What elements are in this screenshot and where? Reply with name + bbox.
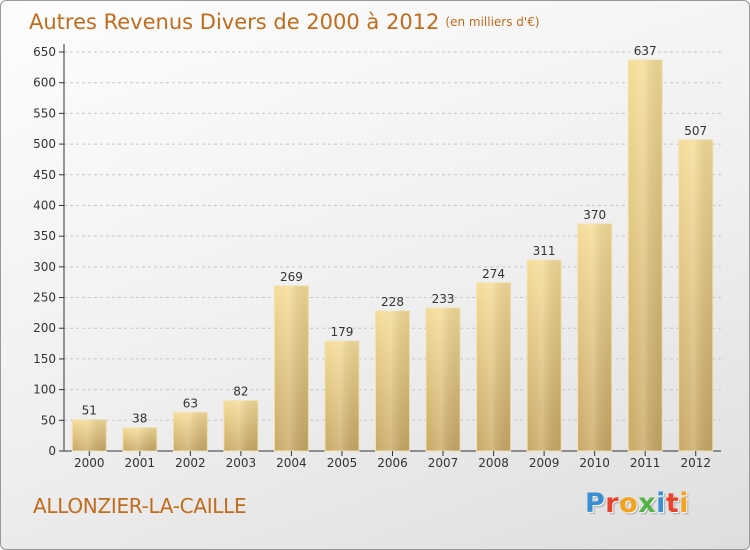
chart-title-unit: (en milliers d'€) bbox=[445, 15, 540, 29]
x-tick-label: 2004 bbox=[276, 456, 307, 470]
bars: 51 38 63 82 269 179 228 233 274 311 370 637 507 bbox=[71, 44, 714, 452]
x-tick-label: 2009 bbox=[529, 456, 560, 470]
brand-letter: r bbox=[605, 488, 620, 519]
y-tick-label: 600 bbox=[33, 76, 56, 90]
brand-letter: x bbox=[638, 488, 657, 519]
bar-value-label: 228 bbox=[381, 295, 404, 309]
bar-value-label: 370 bbox=[583, 208, 606, 222]
brand-letter: i bbox=[656, 488, 666, 519]
x-tick-label: 2008 bbox=[478, 456, 509, 470]
y-tick-label: 400 bbox=[33, 198, 56, 212]
x-tick-label: 2011 bbox=[630, 456, 661, 470]
x-tick-label: 2010 bbox=[579, 456, 610, 470]
y-tick-label: 250 bbox=[33, 291, 56, 305]
y-tick-label: 300 bbox=[33, 260, 56, 274]
bar-sheen bbox=[72, 419, 107, 451]
bar-sheen bbox=[375, 311, 410, 451]
bar-sheen bbox=[324, 341, 359, 451]
city-name: ALLONZIER-LA-CAILLE bbox=[33, 494, 247, 518]
bar-sheen bbox=[527, 260, 562, 451]
bar-value-label: 507 bbox=[684, 124, 707, 138]
x-tick-label: 2001 bbox=[125, 456, 156, 470]
bar-value-label: 269 bbox=[280, 270, 303, 284]
bar-value-label: 637 bbox=[634, 44, 657, 58]
bar-sheen bbox=[628, 59, 663, 451]
y-tick-label: 550 bbox=[33, 106, 56, 120]
x-tick-label: 2005 bbox=[327, 456, 358, 470]
y-tick-label: 50 bbox=[41, 413, 56, 427]
x-tick-label: 2012 bbox=[680, 456, 711, 470]
y-tick-label: 100 bbox=[33, 383, 56, 397]
y-tick-label: 500 bbox=[33, 137, 56, 151]
x-tick-label: 2006 bbox=[377, 456, 408, 470]
bar-value-label: 38 bbox=[132, 412, 147, 426]
brand-letter: o bbox=[619, 488, 639, 519]
y-tick-label: 350 bbox=[33, 229, 56, 243]
bar-sheen bbox=[678, 139, 713, 451]
x-axis-ticks: 2000 2001 2002 2003 2004 2005 2006 2007 2008 2009… bbox=[74, 451, 711, 470]
x-tick-label: 2003 bbox=[226, 456, 257, 470]
brand-letter: t bbox=[665, 488, 680, 519]
bar-sheen bbox=[223, 400, 258, 451]
bar-value-label: 82 bbox=[233, 385, 248, 399]
bar-sheen bbox=[476, 282, 511, 451]
bar-value-label: 274 bbox=[482, 267, 505, 281]
chart-title: Autres Revenus Divers de 2000 à 2012 (en … bbox=[29, 10, 540, 34]
x-tick-label: 2007 bbox=[428, 456, 459, 470]
bar-sheen bbox=[577, 223, 612, 451]
bar-sheen bbox=[274, 285, 309, 451]
y-tick-label: 650 bbox=[33, 45, 56, 59]
y-tick-label: 200 bbox=[33, 321, 56, 335]
bar-value-label: 51 bbox=[82, 404, 97, 418]
chart-title-main: Autres Revenus Divers de 2000 à 2012 bbox=[29, 10, 440, 34]
brand-letter: i bbox=[679, 488, 690, 519]
brand-logo[interactable]: Proxiti bbox=[585, 488, 689, 519]
x-tick-label: 2002 bbox=[175, 456, 206, 470]
bar-value-label: 63 bbox=[183, 396, 198, 410]
y-tick-label: 150 bbox=[33, 352, 56, 366]
bar-value-label: 233 bbox=[432, 292, 455, 306]
brand-letter: P bbox=[585, 488, 606, 519]
y-axis-ticks: 0 50 100 150 200 250 300 350 400 450 500 550 600 650 bbox=[33, 45, 64, 458]
bar-value-label: 179 bbox=[331, 325, 354, 339]
y-tick-label: 0 bbox=[48, 444, 56, 458]
y-tick-label: 450 bbox=[33, 168, 56, 182]
bar-sheen bbox=[426, 307, 461, 451]
bar-value-label: 311 bbox=[533, 244, 556, 258]
bar-sheen bbox=[173, 412, 208, 451]
x-tick-label: 2000 bbox=[74, 456, 105, 470]
bar-sheen bbox=[122, 427, 157, 451]
